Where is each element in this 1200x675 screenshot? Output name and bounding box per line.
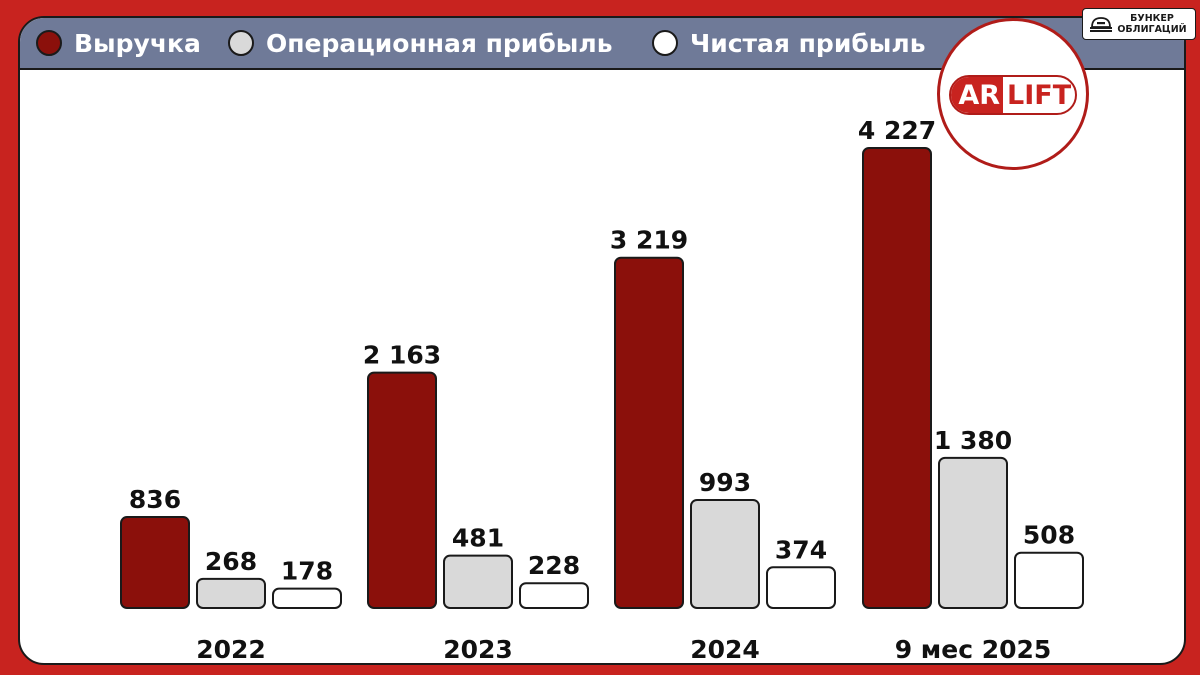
category-label-3: 9 мес 2025: [895, 635, 1052, 664]
legend-swatch-revenue: [36, 30, 62, 56]
legend-label-operating-profit: Операционная прибыль: [266, 28, 613, 58]
bar-value-operating-profit-1: 481: [452, 524, 504, 553]
legend-label-net-profit: Чистая прибыль: [690, 28, 926, 58]
bar-value-revenue-2: 3 219: [610, 226, 688, 255]
bar-revenue-3: [862, 147, 932, 609]
legend-item-revenue: Выручка: [36, 25, 201, 61]
legend: Выручка Операционная прибыль Чистая приб…: [20, 18, 1184, 70]
bar-value-net-profit-3: 508: [1023, 521, 1075, 550]
legend-swatch-operating-profit: [228, 30, 254, 56]
legend-swatch-net-profit: [652, 30, 678, 56]
category-label-0: 2022: [196, 635, 266, 664]
bar-net-profit-1: [519, 582, 589, 609]
bar-value-operating-profit-0: 268: [205, 547, 257, 576]
bar-chart: 836 268 178 2022 2 163 481 228 2023 3 219 993 374 2…: [120, 116, 1084, 664]
bar-value-net-profit-2: 374: [775, 535, 827, 564]
arlift-logo-lift: LIFT: [1007, 79, 1072, 111]
bar-value-revenue-0: 836: [129, 485, 181, 514]
bar-value-revenue-3: 4 227: [858, 116, 936, 145]
bar-value-net-profit-0: 178: [281, 557, 333, 586]
bar-operating-profit-3: [938, 456, 1008, 609]
bar-value-operating-profit-3: 1 380: [934, 426, 1012, 455]
bar-operating-profit-1: [443, 554, 513, 609]
bunker-icon: [1090, 17, 1112, 32]
bunker-brand-text: БУНКЕР ОБЛИГАЦИЙ: [1117, 13, 1187, 35]
bar-operating-profit-2: [690, 498, 760, 609]
bunker-brand-line1: БУНКЕР: [1130, 13, 1174, 24]
bar-operating-profit-0: [196, 577, 266, 609]
bar-net-profit-0: [272, 587, 342, 609]
bar-net-profit-3: [1014, 551, 1084, 609]
arlift-logo-pill: AR LIFT: [949, 75, 1077, 115]
arlift-logo: AR LIFT: [937, 18, 1089, 170]
legend-item-net-profit: Чистая прибыль: [652, 25, 926, 61]
bar-revenue-0: [120, 516, 190, 609]
bar-revenue-1: [367, 371, 437, 609]
bar-value-net-profit-1: 228: [528, 551, 580, 580]
category-label-2: 2024: [690, 635, 760, 664]
legend-item-operating-profit: Операционная прибыль: [228, 25, 613, 61]
bar-net-profit-2: [766, 566, 836, 610]
bunker-brand-line2: ОБЛИГАЦИЙ: [1117, 24, 1187, 35]
bar-value-operating-profit-2: 993: [699, 468, 751, 497]
bar-value-revenue-1: 2 163: [363, 341, 441, 370]
legend-label-revenue: Выручка: [74, 28, 201, 58]
bar-revenue-2: [614, 256, 684, 609]
arlift-logo-ar: AR: [951, 77, 1003, 113]
bunker-brand-badge: БУНКЕР ОБЛИГАЦИЙ: [1082, 8, 1196, 40]
category-label-1: 2023: [443, 635, 513, 664]
